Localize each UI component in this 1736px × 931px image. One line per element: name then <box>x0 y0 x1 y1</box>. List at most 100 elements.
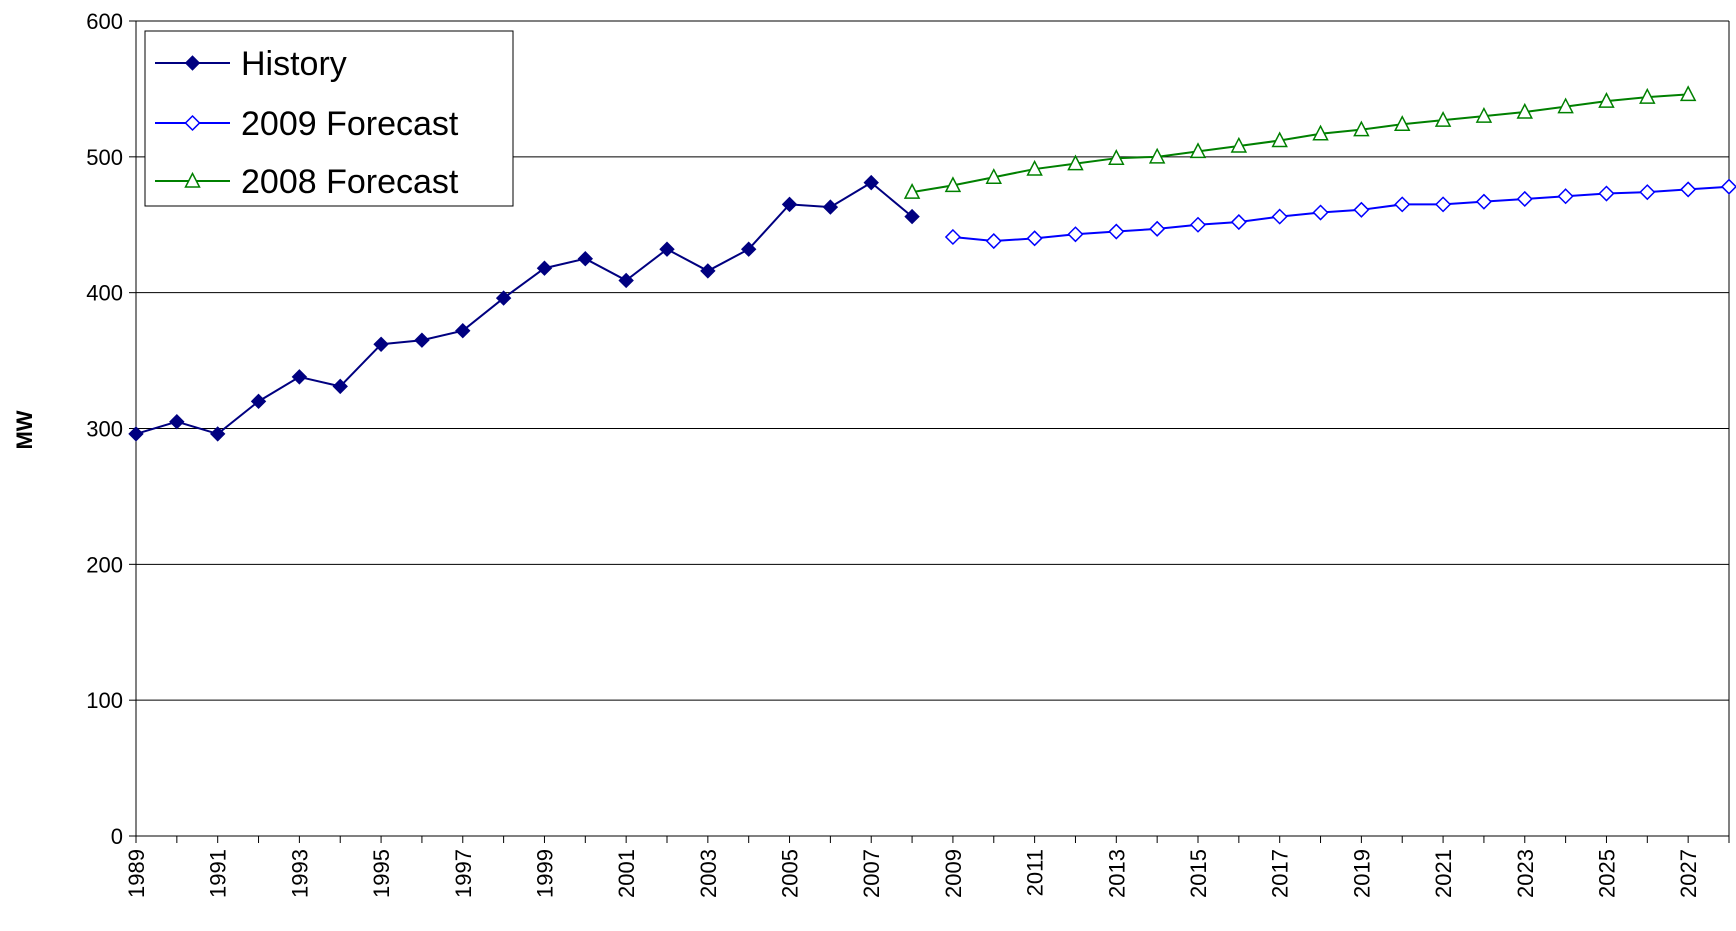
y-tick-label: 400 <box>86 281 123 306</box>
x-tick-label: 2017 <box>1268 849 1293 898</box>
data-point-history <box>700 263 716 279</box>
data-point-history <box>740 241 757 257</box>
series-line-2008-forecast <box>911 93 1689 194</box>
data-point-2009-forecast <box>1312 204 1329 221</box>
data-point-2008-forecast <box>1353 120 1370 137</box>
data-point-history <box>863 174 879 191</box>
x-tick-label: 2007 <box>859 849 884 898</box>
data-point-2008-forecast <box>1557 97 1574 114</box>
x-tick-label: 2021 <box>1431 849 1456 898</box>
y-tick-label: 600 <box>86 9 123 34</box>
data-point-history <box>128 426 144 442</box>
y-tick-label: 300 <box>86 417 123 442</box>
x-tick-label: 2013 <box>1104 849 1129 898</box>
x-tick-label: 2009 <box>941 849 966 898</box>
series-2009-forecast <box>944 178 1736 250</box>
x-tick-label: 2001 <box>614 849 639 898</box>
data-point-history <box>373 336 389 352</box>
data-point-2008-forecast <box>1108 149 1125 165</box>
axes: 0 100 200 300 400 500 600 1989 1991 1993 1995 1997 1… <box>86 9 1730 898</box>
y-axis-label: MW <box>12 410 37 449</box>
data-point-history <box>536 260 553 276</box>
data-point-2008-forecast <box>1598 92 1615 108</box>
data-point-2009-forecast <box>1230 213 1247 231</box>
data-point-2009-forecast <box>1720 178 1736 195</box>
y-tick-label: 500 <box>86 145 123 170</box>
x-tick-label: 2003 <box>696 849 721 898</box>
y-tick-label: 200 <box>86 552 123 577</box>
legend-marker-history <box>184 55 201 71</box>
x-tick-label: 1995 <box>369 849 394 898</box>
x-tick-label: 2023 <box>1513 849 1538 898</box>
x-tick-label: 2019 <box>1349 849 1374 898</box>
data-point-2009-forecast <box>1680 181 1697 198</box>
series-history <box>128 174 920 442</box>
legend-label-history: History <box>241 45 347 83</box>
data-point-2008-forecast <box>1393 115 1411 131</box>
data-point-2009-forecast <box>944 228 961 246</box>
data-point-2008-forecast <box>1148 147 1166 164</box>
data-point-2009-forecast <box>1353 201 1370 218</box>
legend-label-2008-forecast: 2008 Forecast <box>241 163 459 201</box>
data-point-2008-forecast <box>944 176 962 193</box>
data-point-history <box>209 426 226 442</box>
data-point-2008-forecast <box>1312 124 1329 141</box>
data-point-2009-forecast <box>1394 196 1411 213</box>
y-tick-label: 100 <box>86 688 123 713</box>
data-point-history <box>822 199 839 215</box>
y-tick-label: 0 <box>111 824 123 849</box>
data-point-2009-forecast <box>1557 188 1574 205</box>
data-point-history <box>414 332 430 348</box>
data-point-history <box>577 251 594 267</box>
x-tick-label: 2015 <box>1186 849 1211 898</box>
data-point-2008-forecast <box>1434 111 1452 127</box>
x-tick-label: 1997 <box>451 849 476 898</box>
data-point-history <box>904 208 920 225</box>
data-point-2009-forecast <box>1598 185 1615 202</box>
x-tick-label: 1993 <box>287 849 312 898</box>
data-point-2009-forecast <box>1271 208 1288 225</box>
data-point-history <box>291 369 308 385</box>
legend-marker-2008-forecast <box>184 171 201 188</box>
data-point-2008-forecast <box>1189 142 1207 159</box>
data-point-2009-forecast <box>1108 223 1125 240</box>
data-point-2009-forecast <box>1149 220 1166 237</box>
data-point-2008-forecast <box>1516 102 1534 119</box>
data-point-history <box>169 414 185 430</box>
legend: History 2009 Forecast 2008 Forecast <box>144 30 514 207</box>
data-point-2008-forecast <box>1230 136 1248 153</box>
x-tick-label: 2011 <box>1023 849 1048 896</box>
series-line-history <box>135 181 913 436</box>
data-point-2009-forecast <box>1639 184 1656 201</box>
data-point-2008-forecast <box>985 168 1003 184</box>
data-point-2008-forecast <box>1067 154 1084 171</box>
series-2008-forecast <box>903 85 1697 199</box>
data-point-history <box>781 196 798 213</box>
data-point-history <box>618 272 634 289</box>
x-tick-label: 1999 <box>532 849 557 898</box>
data-point-2009-forecast <box>1435 196 1452 213</box>
data-point-2009-forecast <box>1067 226 1084 243</box>
data-point-2008-forecast <box>1026 159 1043 176</box>
x-tick-label: 2025 <box>1594 849 1619 898</box>
data-point-2008-forecast <box>1271 131 1288 148</box>
data-point-2009-forecast <box>985 232 1002 250</box>
data-point-history <box>250 393 267 410</box>
x-tick-label: 1989 <box>124 849 149 898</box>
data-point-history <box>455 322 471 339</box>
x-tick-label: 2027 <box>1676 849 1701 898</box>
x-tick-label: 2005 <box>778 849 803 898</box>
data-point-2008-forecast <box>1639 87 1656 104</box>
data-point-2009-forecast <box>1026 230 1043 247</box>
data-point-2008-forecast <box>1679 85 1697 102</box>
data-point-2008-forecast <box>903 183 921 199</box>
legend-entry-2009-forecast: 2009 Forecast <box>155 105 459 143</box>
legend-entry-history: History <box>155 45 347 83</box>
x-tick-label: 1991 <box>206 849 231 898</box>
legend-box <box>144 30 514 207</box>
data-point-history <box>332 378 348 395</box>
data-point-2009-forecast <box>1516 190 1533 208</box>
data-point-history <box>495 290 512 306</box>
data-point-2008-forecast <box>1475 106 1493 123</box>
